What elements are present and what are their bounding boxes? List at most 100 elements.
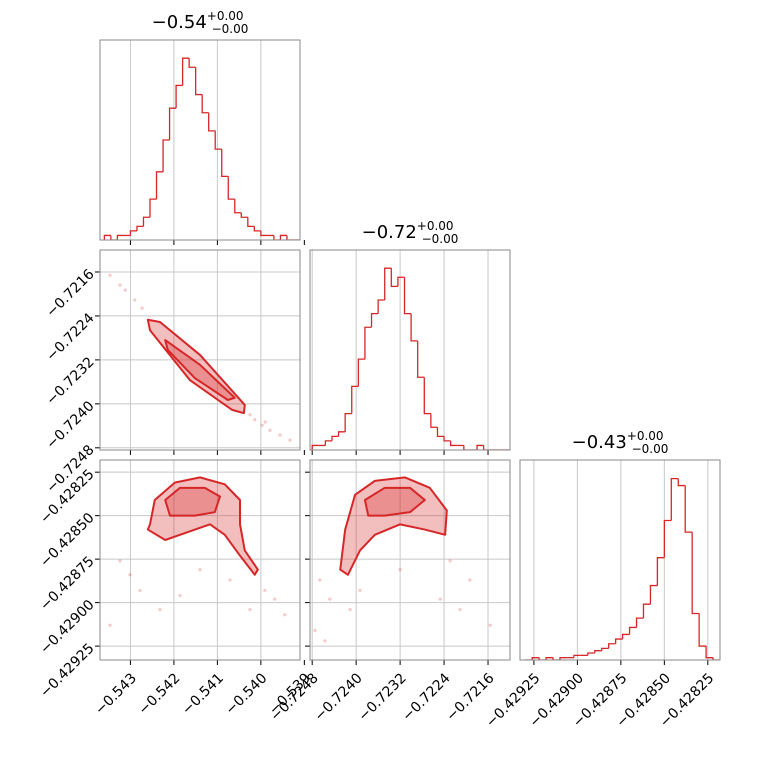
- panel: [525, 460, 720, 660]
- x-tick-label: −0.540: [223, 670, 271, 718]
- hist-step: [364, 326, 372, 360]
- hist-step: [324, 440, 332, 446]
- hist-step: [142, 216, 150, 227]
- sample-point: [318, 578, 322, 582]
- title-plus: +0.00: [627, 429, 664, 443]
- y-tick-label: −0.7216: [43, 266, 97, 320]
- hist-step: [162, 139, 170, 172]
- panel: [103, 40, 300, 240]
- title-value: −0.43: [572, 432, 627, 453]
- hist-step: [384, 267, 392, 300]
- hist-step: [677, 478, 686, 487]
- hist-step: [279, 234, 287, 240]
- hist-step: [545, 657, 554, 660]
- hist-step: [552, 657, 560, 660]
- sample-point: [398, 567, 402, 572]
- hist-step: [116, 234, 124, 240]
- sample-point: [273, 597, 277, 601]
- sample-point: [313, 628, 317, 633]
- title-value: −0.54: [152, 12, 207, 33]
- hist-step: [538, 657, 547, 660]
- sample-point: [328, 597, 332, 601]
- hist-step: [698, 613, 707, 647]
- hist-step: [601, 647, 609, 651]
- hist-step: [227, 176, 235, 200]
- hist-step: [642, 603, 651, 619]
- hist-step: [286, 235, 294, 240]
- panel-frame: [309, 459, 511, 661]
- sample-point: [108, 623, 112, 627]
- hist-step: [615, 638, 623, 644]
- panel-title: −0.54+0.00 −0.00: [152, 9, 249, 36]
- sample-point: [118, 283, 122, 287]
- sample-point: [448, 559, 452, 563]
- hist-step: [712, 657, 720, 660]
- panel: [311, 250, 510, 450]
- hist-step: [168, 107, 177, 140]
- sample-point: [438, 597, 442, 601]
- sample-point: [138, 588, 142, 593]
- hist-step: [663, 519, 672, 558]
- sample-point: [468, 578, 472, 582]
- x-tick-label: −0.543: [92, 670, 140, 718]
- hist-step: [214, 130, 222, 150]
- panel-title: −0.43+0.00 −0.00: [572, 429, 669, 456]
- hist-step: [240, 212, 248, 218]
- hist-step: [423, 377, 431, 415]
- hist-step: [195, 67, 203, 96]
- sample-point: [198, 567, 202, 572]
- panel-title: −0.72+0.00 −0.00: [362, 219, 459, 246]
- hist-step: [621, 633, 630, 640]
- hist-step: [311, 444, 319, 450]
- hist-step: [531, 657, 540, 660]
- panel: [100, 460, 300, 660]
- hist-step: [175, 84, 183, 109]
- hist-step: [337, 431, 346, 437]
- title-minus: −0.00: [212, 22, 249, 36]
- title-plus: +0.00: [207, 9, 244, 23]
- title-minus: −0.00: [422, 232, 459, 246]
- sample-point: [268, 428, 272, 432]
- hist-step: [370, 312, 379, 328]
- sample-point: [248, 413, 252, 417]
- hist-step: [705, 646, 714, 659]
- hist-step: [331, 435, 339, 441]
- hist-step: [430, 413, 438, 428]
- sample-point: [118, 559, 122, 563]
- hist-step: [221, 149, 229, 178]
- hist-step: [136, 225, 144, 231]
- sample-point: [178, 594, 182, 598]
- sample-point: [140, 306, 144, 310]
- hist-step: [201, 94, 209, 114]
- title-minus: −0.00: [632, 442, 669, 456]
- hist-step: [443, 436, 451, 442]
- hist-step: [110, 235, 118, 240]
- sample-point: [128, 573, 132, 577]
- hist-step: [684, 485, 693, 533]
- contour: [146, 476, 259, 576]
- hist-step: [344, 412, 352, 432]
- panel-frame: [519, 459, 721, 661]
- hist-step: [587, 652, 595, 656]
- hist-step: [691, 532, 700, 615]
- sample-point: [253, 418, 257, 422]
- sample-point: [283, 613, 287, 617]
- hist-step: [436, 427, 445, 438]
- sample-point: [158, 607, 162, 612]
- hist-step: [208, 112, 216, 132]
- panel-frame: [99, 459, 301, 661]
- sample-point: [133, 298, 137, 302]
- sample-point: [278, 433, 282, 437]
- x-tick-label: −0.542: [136, 670, 184, 718]
- contour: [164, 486, 221, 517]
- hist-step: [234, 199, 242, 214]
- hist-step: [181, 57, 190, 86]
- hist-step: [377, 299, 385, 314]
- sample-point: [263, 588, 267, 593]
- sample-point: [248, 607, 252, 612]
- sample-point: [488, 623, 492, 627]
- title-plus: +0.00: [417, 219, 454, 233]
- hist-step: [628, 626, 637, 635]
- hist-step: [403, 277, 412, 315]
